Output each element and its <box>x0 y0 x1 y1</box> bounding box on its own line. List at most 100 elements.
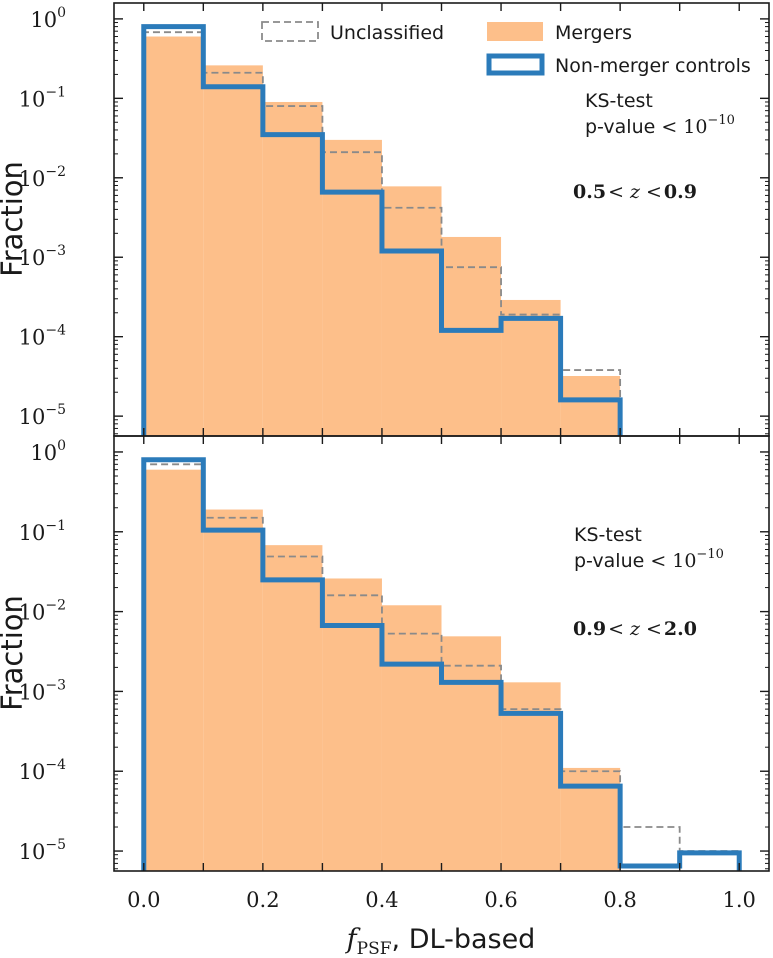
top-pvalue-exponent: −10 <box>707 113 734 128</box>
top-panel-ticks <box>114 3 769 436</box>
top-y-tick-base: 10 <box>19 246 46 270</box>
top-mergers-bar-3 <box>322 139 382 436</box>
bot-y-tick-base: 10 <box>19 760 46 784</box>
top-redshift-lt1: < <box>608 181 624 203</box>
top-y-tick-label-2: 10−2 <box>19 164 66 191</box>
legend-label-mergers: Mergers <box>555 22 632 44</box>
bottom-redshift-low: 0.9 <box>573 618 606 640</box>
bot-y-tick-base: 10 <box>19 601 46 625</box>
bot-y-tick-label-3: 10−3 <box>19 677 66 704</box>
bot-y-tick-base: 10 <box>19 680 46 704</box>
bot-y-tick-exponent: −1 <box>45 518 66 534</box>
bottom-pvalue-base: 10 <box>672 550 696 572</box>
top-y-tick-exponent: −1 <box>45 84 66 100</box>
bot-y-tick-exponent: −5 <box>45 837 66 853</box>
top-non-merger-controls-step-line <box>141 24 623 436</box>
top-y-tick-label-0: 100 <box>30 5 66 32</box>
bot-mergers-bar-4 <box>381 605 442 871</box>
top-y-tick-base: 10 <box>19 326 46 350</box>
bot-y-tick-label-2: 10−2 <box>19 598 66 625</box>
bot-non-merger-controls-step-line <box>141 457 742 871</box>
top-y-tick-label-5: 10−5 <box>19 402 66 429</box>
bottom-ks-test-label: KS-test <box>574 524 642 546</box>
top-mergers-bar-6 <box>501 299 561 436</box>
x-tick-label-1: 0.2 <box>246 888 279 912</box>
top-mergers-bar-4 <box>381 186 442 436</box>
top-y-tick-exponent: −2 <box>45 164 66 180</box>
top-redshift-lt2: < <box>646 181 662 203</box>
top-y-tick-label-3: 10−3 <box>19 243 66 270</box>
top-ks-annotation: KS-test p-value <10−10 0.5 < z <0.9 <box>573 90 735 203</box>
bot-y-tick-base: 10 <box>19 840 46 864</box>
bot-mergers-bar-1 <box>203 509 263 871</box>
top-y-tick-base: 10 <box>19 167 46 191</box>
bot-mergers-bar-2 <box>262 545 323 871</box>
top-pvalue-label: p-value <box>585 116 655 138</box>
x-tick-label-5: 1.0 <box>723 888 756 912</box>
legend: Unclassified Mergers Non-merger controls <box>261 21 751 77</box>
x-tick-label-2: 0.4 <box>365 888 398 912</box>
top-y-tick-base: 10 <box>19 87 46 111</box>
x-axis-label-sub: PSF <box>357 939 392 958</box>
x-axis-label-rest: , DL-based <box>392 924 536 955</box>
top-y-tick-base: 10 <box>30 8 57 32</box>
bottom-ks-annotation: KS-test p-value <10−10 0.9 < z <2.0 <box>573 524 724 640</box>
legend-swatch-mergers <box>487 22 543 41</box>
bot-y-tick-label-4: 10−4 <box>19 757 66 784</box>
top-pvalue-base: 10 <box>683 116 707 138</box>
top-y-tick-exponent: −5 <box>45 402 66 418</box>
top-y-tick-label-4: 10−4 <box>19 323 66 350</box>
top-y-tick-exponent: −4 <box>45 323 66 339</box>
bottom-redshift-var: z <box>629 618 641 640</box>
x-tick-label-3: 0.6 <box>484 888 517 912</box>
top-y-tick-label-1: 10−1 <box>19 84 66 111</box>
bot-y-tick-exponent: −2 <box>45 598 66 614</box>
top-y-tick-exponent: −3 <box>45 243 66 259</box>
bot-y-tick-label-0: 100 <box>30 438 66 465</box>
top-mergers-bar-1 <box>203 65 263 436</box>
bot-y-tick-exponent: −4 <box>45 757 66 773</box>
bot-mergers-bar-0 <box>143 469 204 871</box>
top-redshift-range: 0.5 < z <0.9 <box>573 181 697 203</box>
bottom-pvalue-text: p-value <10−10 <box>574 547 724 572</box>
x-axis-label-var: f <box>345 924 361 955</box>
top-mergers-bar-2 <box>262 101 323 436</box>
bottom-panel-marks <box>141 457 742 871</box>
bot-y-tick-exponent: 0 <box>57 438 66 454</box>
x-tick-labels: 0.0 0.2 0.4 0.6 0.8 1.0 <box>127 888 756 912</box>
top-pvalue-relation: < <box>661 116 677 138</box>
top-y-tick-exponent: 0 <box>57 5 66 21</box>
x-axis-label: fPSF, DL-based <box>345 924 536 958</box>
bottom-pvalue-label: p-value <box>574 550 644 572</box>
bot-y-tick-base: 10 <box>30 441 57 465</box>
legend-swatch-unclassified <box>261 21 319 42</box>
top-redshift-high: 0.9 <box>664 181 697 203</box>
x-tick-label-0: 0.0 <box>127 888 160 912</box>
legend-label-controls: Non-merger controls <box>555 55 751 77</box>
bottom-redshift-range: 0.9 < z <2.0 <box>573 618 697 640</box>
top-panel-marks <box>141 24 623 436</box>
top-y-axis-label: Fraction <box>0 161 29 277</box>
bot-y-tick-label-1: 10−1 <box>19 518 66 545</box>
bot-y-tick-exponent: −3 <box>45 677 66 693</box>
top-mergers-bar-7 <box>560 376 621 436</box>
bot-y-tick-base: 10 <box>19 521 46 545</box>
bottom-panel-ticks <box>114 436 769 871</box>
bot-mergers-bar-5 <box>441 636 502 871</box>
bottom-redshift-high: 2.0 <box>664 618 697 640</box>
bottom-pvalue-exponent: −10 <box>696 547 723 562</box>
bottom-y-axis-label: Fraction <box>0 595 29 711</box>
legend-label-unclassified: Unclassified <box>330 22 444 44</box>
x-tick-label-4: 0.8 <box>603 888 636 912</box>
top-mergers-bar-5 <box>441 236 502 436</box>
top-redshift-var: z <box>629 181 641 203</box>
bottom-pvalue-relation: < <box>650 550 666 572</box>
bot-y-tick-label-5: 10−5 <box>19 837 66 864</box>
top-redshift-low: 0.5 <box>573 181 606 203</box>
bot-unclassified-step-line <box>142 463 741 871</box>
